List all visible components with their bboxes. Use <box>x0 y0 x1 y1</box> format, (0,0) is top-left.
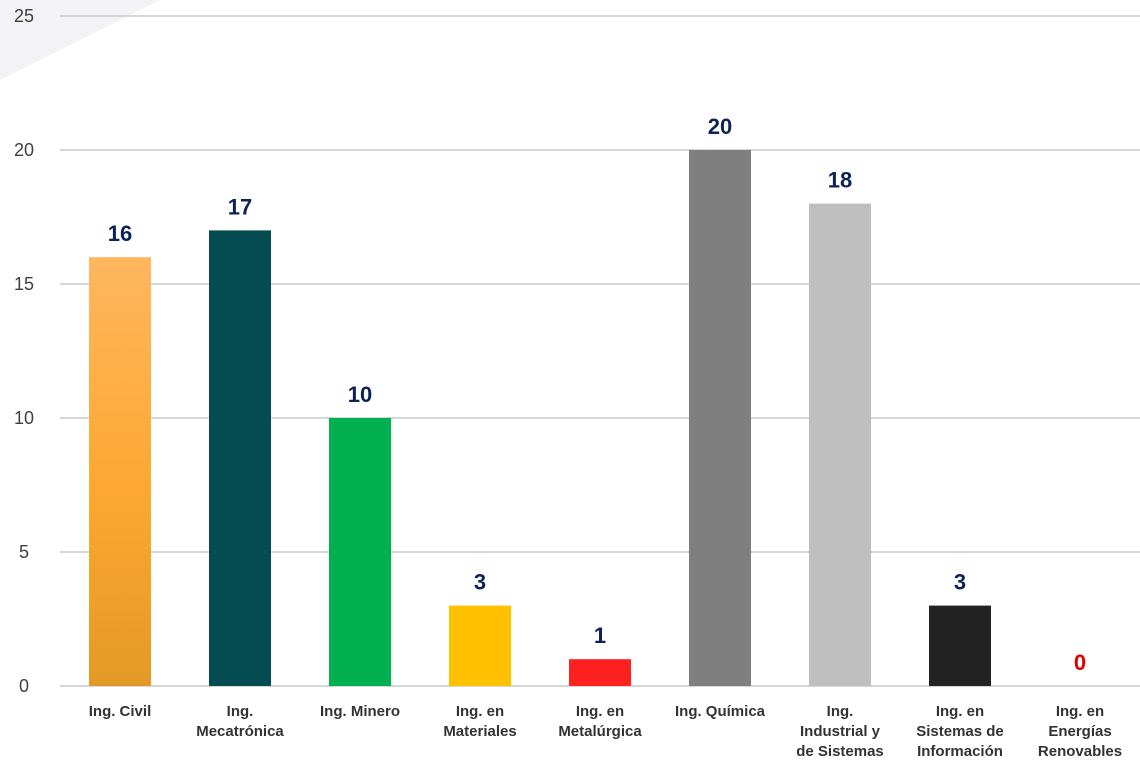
category-label-line: Materiales <box>443 723 516 740</box>
value-label-2: 10 <box>348 382 372 407</box>
category-label-line: Información <box>917 743 1003 760</box>
value-label-6: 18 <box>828 168 852 193</box>
bar-5 <box>689 150 751 686</box>
value-label-0: 16 <box>108 221 132 246</box>
bar-3 <box>449 605 511 686</box>
bar-4 <box>569 659 631 686</box>
category-label-line: de Sistemas <box>796 743 884 760</box>
category-label-4: Ing. en Metalúrgica <box>558 703 642 740</box>
y-tick-label-10: 10 <box>14 408 34 428</box>
category-label-2: Ing. Minero <box>320 703 400 720</box>
category-label-line: Ing. <box>827 703 854 720</box>
value-labels: 16 17 10 3 1 20 18 3 0 <box>108 114 1086 675</box>
bar-6 <box>809 203 871 686</box>
value-label-4: 1 <box>594 623 606 648</box>
category-label-7: Ing. en Sistemas de Información <box>916 703 1004 760</box>
category-label-line: Mecatrónica <box>196 723 284 740</box>
y-tick-label-0: 0 <box>19 676 29 696</box>
corner-decoration <box>0 0 160 80</box>
y-axis-ticks: 0 5 10 15 20 25 <box>14 6 34 696</box>
bar-0 <box>89 257 151 686</box>
category-label-line: Sistemas de <box>916 723 1004 740</box>
category-label-line: Ing. Química <box>675 703 766 720</box>
y-tick-label-25: 25 <box>14 6 34 26</box>
bar-2 <box>329 418 391 686</box>
category-label-8: Ing. en Energías Renovables <box>1038 703 1122 760</box>
y-tick-label-5: 5 <box>19 542 29 562</box>
value-label-7: 3 <box>954 570 966 595</box>
category-label-line: Energías <box>1048 723 1111 740</box>
category-label-line: Ing. en <box>456 703 504 720</box>
bar-7 <box>929 605 991 686</box>
category-label-line: Ing. Minero <box>320 703 400 720</box>
category-label-0: Ing. Civil <box>89 703 152 720</box>
category-label-line: Ing. en <box>1056 703 1104 720</box>
category-label-line: Renovables <box>1038 743 1122 760</box>
category-labels: Ing. Civil Ing. Mecatrónica Ing. Minero Ing.… <box>89 703 1122 760</box>
y-tick-label-20: 20 <box>14 140 34 160</box>
category-label-5: Ing. Química <box>675 703 766 720</box>
value-label-3: 3 <box>474 570 486 595</box>
value-label-1: 17 <box>228 194 252 219</box>
category-label-line: Ing. <box>227 703 254 720</box>
category-label-line: Metalúrgica <box>558 723 642 740</box>
y-tick-label-15: 15 <box>14 274 34 294</box>
bars <box>89 150 991 686</box>
value-label-5: 20 <box>708 114 732 139</box>
bar-1 <box>209 230 271 686</box>
category-label-3: Ing. en Materiales <box>443 703 516 740</box>
category-label-1: Ing. Mecatrónica <box>196 703 284 740</box>
category-label-line: Industrial y <box>800 723 881 740</box>
value-label-8: 0 <box>1074 650 1086 675</box>
category-label-line: Ing. en <box>936 703 984 720</box>
category-label-line: Ing. Civil <box>89 703 152 720</box>
category-label-6: Ing. Industrial y de Sistemas <box>796 703 884 760</box>
category-label-line: Ing. en <box>576 703 624 720</box>
